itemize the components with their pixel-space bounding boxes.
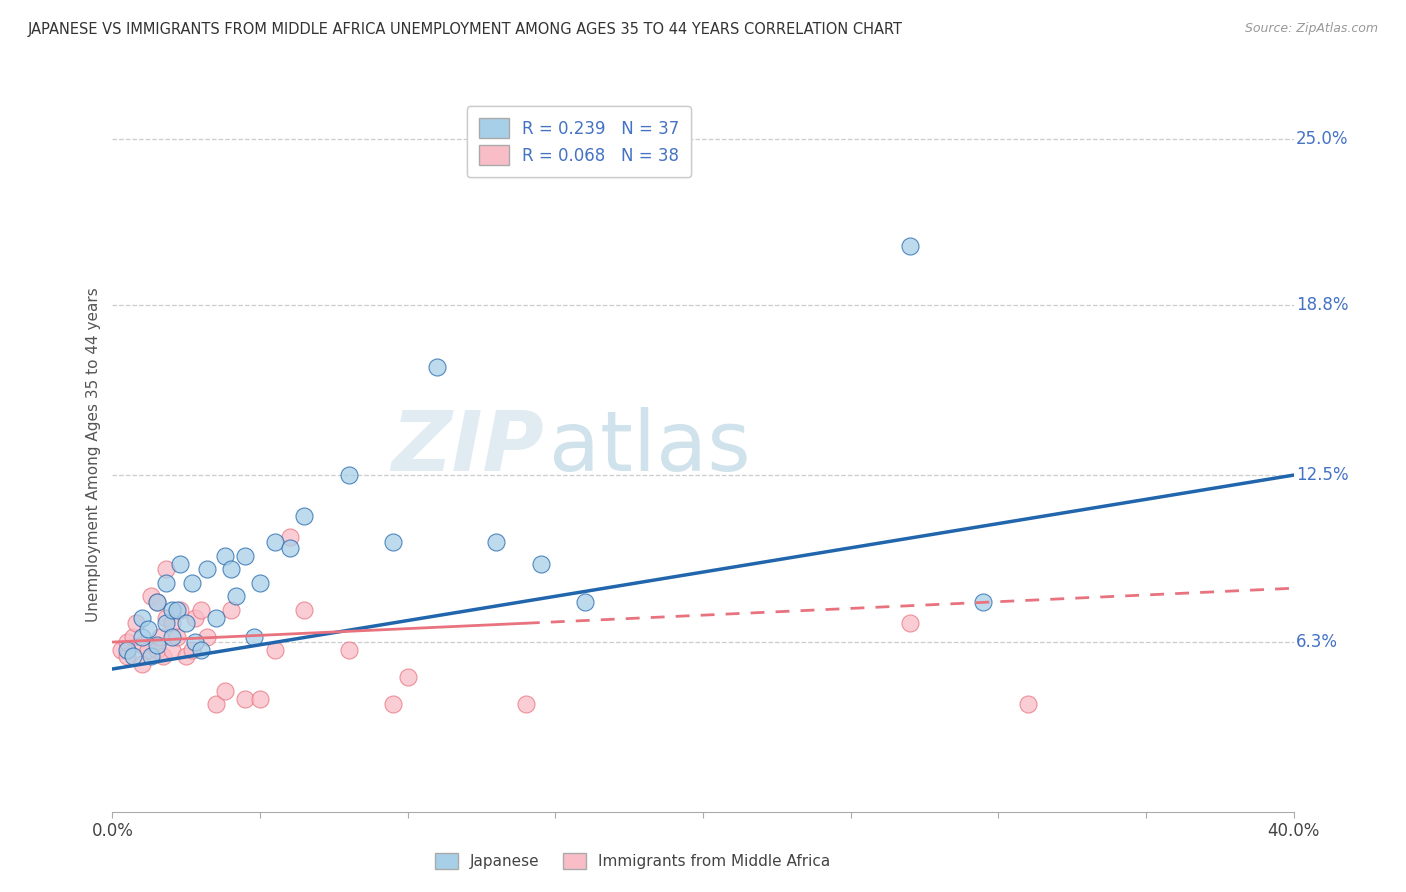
Text: 12.5%: 12.5% — [1296, 467, 1348, 484]
Point — [292, 508, 315, 523]
Point — [184, 611, 207, 625]
Point — [160, 630, 183, 644]
Point — [122, 648, 145, 663]
Point — [146, 595, 169, 609]
Point — [160, 616, 183, 631]
Point — [117, 643, 138, 657]
Point — [225, 589, 247, 603]
Point — [110, 643, 132, 657]
Point — [169, 603, 191, 617]
Text: ZIP: ZIP — [391, 408, 544, 488]
Point — [152, 648, 174, 663]
Point — [292, 603, 315, 617]
Point — [529, 557, 551, 571]
Point — [146, 638, 169, 652]
Point — [155, 562, 177, 576]
Text: 18.8%: 18.8% — [1296, 296, 1348, 315]
Point — [136, 622, 159, 636]
Point — [214, 549, 236, 563]
Point — [125, 616, 148, 631]
Point — [426, 360, 449, 375]
Text: atlas: atlas — [550, 408, 751, 488]
Legend: Japanese, Immigrants from Middle Africa: Japanese, Immigrants from Middle Africa — [429, 847, 837, 875]
Point — [337, 643, 360, 657]
Point — [219, 603, 242, 617]
Point — [190, 603, 212, 617]
Point — [1017, 697, 1039, 711]
Point — [249, 691, 271, 706]
Point — [131, 630, 153, 644]
Point — [160, 603, 183, 617]
Point — [131, 657, 153, 671]
Text: 6.3%: 6.3% — [1296, 633, 1339, 651]
Point — [122, 630, 145, 644]
Text: Source: ZipAtlas.com: Source: ZipAtlas.com — [1244, 22, 1378, 36]
Point — [243, 630, 266, 644]
Point — [278, 530, 301, 544]
Point — [174, 648, 197, 663]
Legend: R = 0.239   N = 37, R = 0.068   N = 38: R = 0.239 N = 37, R = 0.068 N = 38 — [467, 106, 690, 178]
Point — [396, 670, 419, 684]
Point — [131, 611, 153, 625]
Point — [382, 697, 405, 711]
Text: 25.0%: 25.0% — [1296, 129, 1348, 147]
Point — [233, 691, 256, 706]
Point — [139, 589, 162, 603]
Point — [136, 643, 159, 657]
Point — [382, 535, 405, 549]
Point — [181, 575, 204, 590]
Point — [117, 648, 138, 663]
Point — [515, 697, 537, 711]
Point — [146, 643, 169, 657]
Point — [214, 683, 236, 698]
Point — [131, 638, 153, 652]
Point — [181, 643, 204, 657]
Point — [169, 557, 191, 571]
Point — [264, 643, 287, 657]
Point — [898, 616, 921, 631]
Point — [337, 468, 360, 483]
Point — [160, 643, 183, 657]
Y-axis label: Unemployment Among Ages 35 to 44 years: Unemployment Among Ages 35 to 44 years — [86, 287, 101, 623]
Point — [264, 535, 287, 549]
Point — [219, 562, 242, 576]
Point — [190, 643, 212, 657]
Point — [195, 562, 218, 576]
Point — [155, 575, 177, 590]
Point — [184, 635, 207, 649]
Point — [149, 630, 172, 644]
Point — [155, 616, 177, 631]
Point — [117, 635, 138, 649]
Point — [233, 549, 256, 563]
Point — [249, 575, 271, 590]
Point — [973, 595, 995, 609]
Point — [195, 630, 218, 644]
Point — [278, 541, 301, 555]
Point — [155, 611, 177, 625]
Point — [574, 595, 596, 609]
Text: JAPANESE VS IMMIGRANTS FROM MIDDLE AFRICA UNEMPLOYMENT AMONG AGES 35 TO 44 YEARS: JAPANESE VS IMMIGRANTS FROM MIDDLE AFRIC… — [28, 22, 903, 37]
Point — [898, 239, 921, 253]
Point — [166, 630, 188, 644]
Point — [174, 616, 197, 631]
Point — [205, 697, 228, 711]
Point — [166, 603, 188, 617]
Point — [485, 535, 508, 549]
Point — [146, 595, 169, 609]
Point — [139, 648, 162, 663]
Point — [205, 611, 228, 625]
